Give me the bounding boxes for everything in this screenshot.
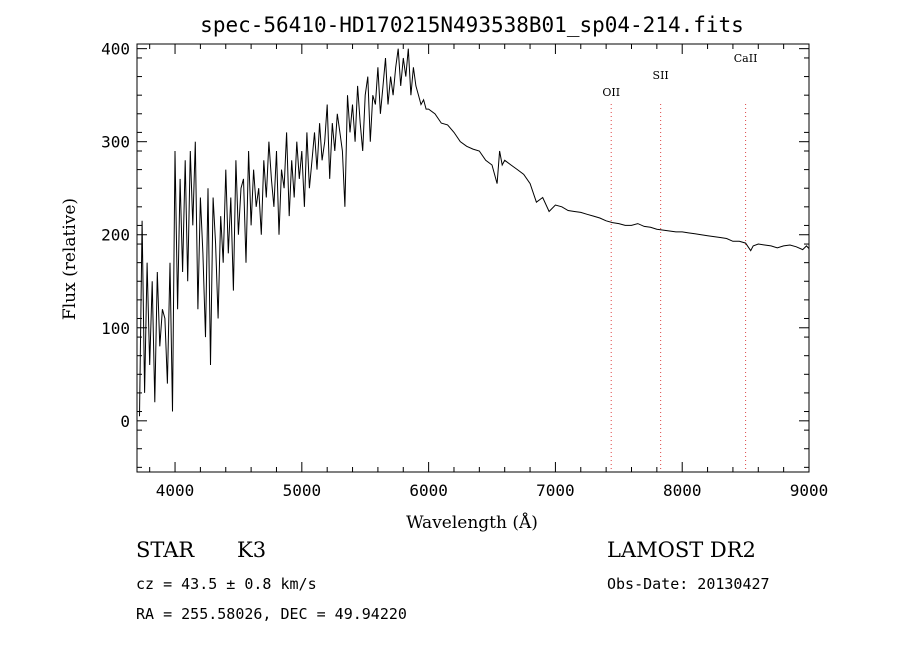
x-tick-label: 6000: [409, 481, 448, 500]
chart-title: spec-56410-HD170215N493538B01_sp04-214.f…: [200, 13, 744, 37]
x-axis-label: Wavelength (Å): [406, 512, 538, 533]
survey-name: LAMOST DR2: [607, 538, 756, 562]
x-tick-label: 4000: [156, 481, 195, 500]
x-tick-label: 9000: [790, 481, 829, 500]
x-tick-label: 5000: [283, 481, 322, 500]
x-tick-label: 8000: [663, 481, 702, 500]
spectral-line-label: OII: [602, 86, 620, 99]
obs-date: Obs-Date: 20130427: [607, 575, 770, 593]
y-tick-label: 0: [120, 412, 130, 431]
spectral-subclass: K3: [237, 538, 266, 562]
axis-ticks: [137, 44, 810, 472]
spectral-line-label: CaII: [734, 52, 758, 65]
spectral-lines: OII SII CaII: [602, 52, 757, 472]
y-axis-label: Flux (relative): [60, 198, 80, 320]
y-tick-label: 300: [101, 133, 130, 152]
plot-frame: [136, 43, 810, 473]
axis-tick-labels: 4000 5000 6000 7000 8000 9000 0 100 200 300 400: [101, 40, 828, 500]
redshift-cz: cz = 43.5 ± 0.8 km/s: [136, 575, 317, 593]
object-type: STAR: [136, 538, 195, 562]
y-tick-label: 100: [101, 319, 130, 338]
coordinates: RA = 255.58026, DEC = 49.94220: [136, 605, 407, 623]
spectral-line-label: SII: [653, 69, 669, 82]
x-tick-label: 7000: [536, 481, 575, 500]
y-tick-label: 200: [101, 226, 130, 245]
y-tick-label: 400: [101, 40, 130, 59]
spectrum-series-line: [139, 48, 810, 417]
